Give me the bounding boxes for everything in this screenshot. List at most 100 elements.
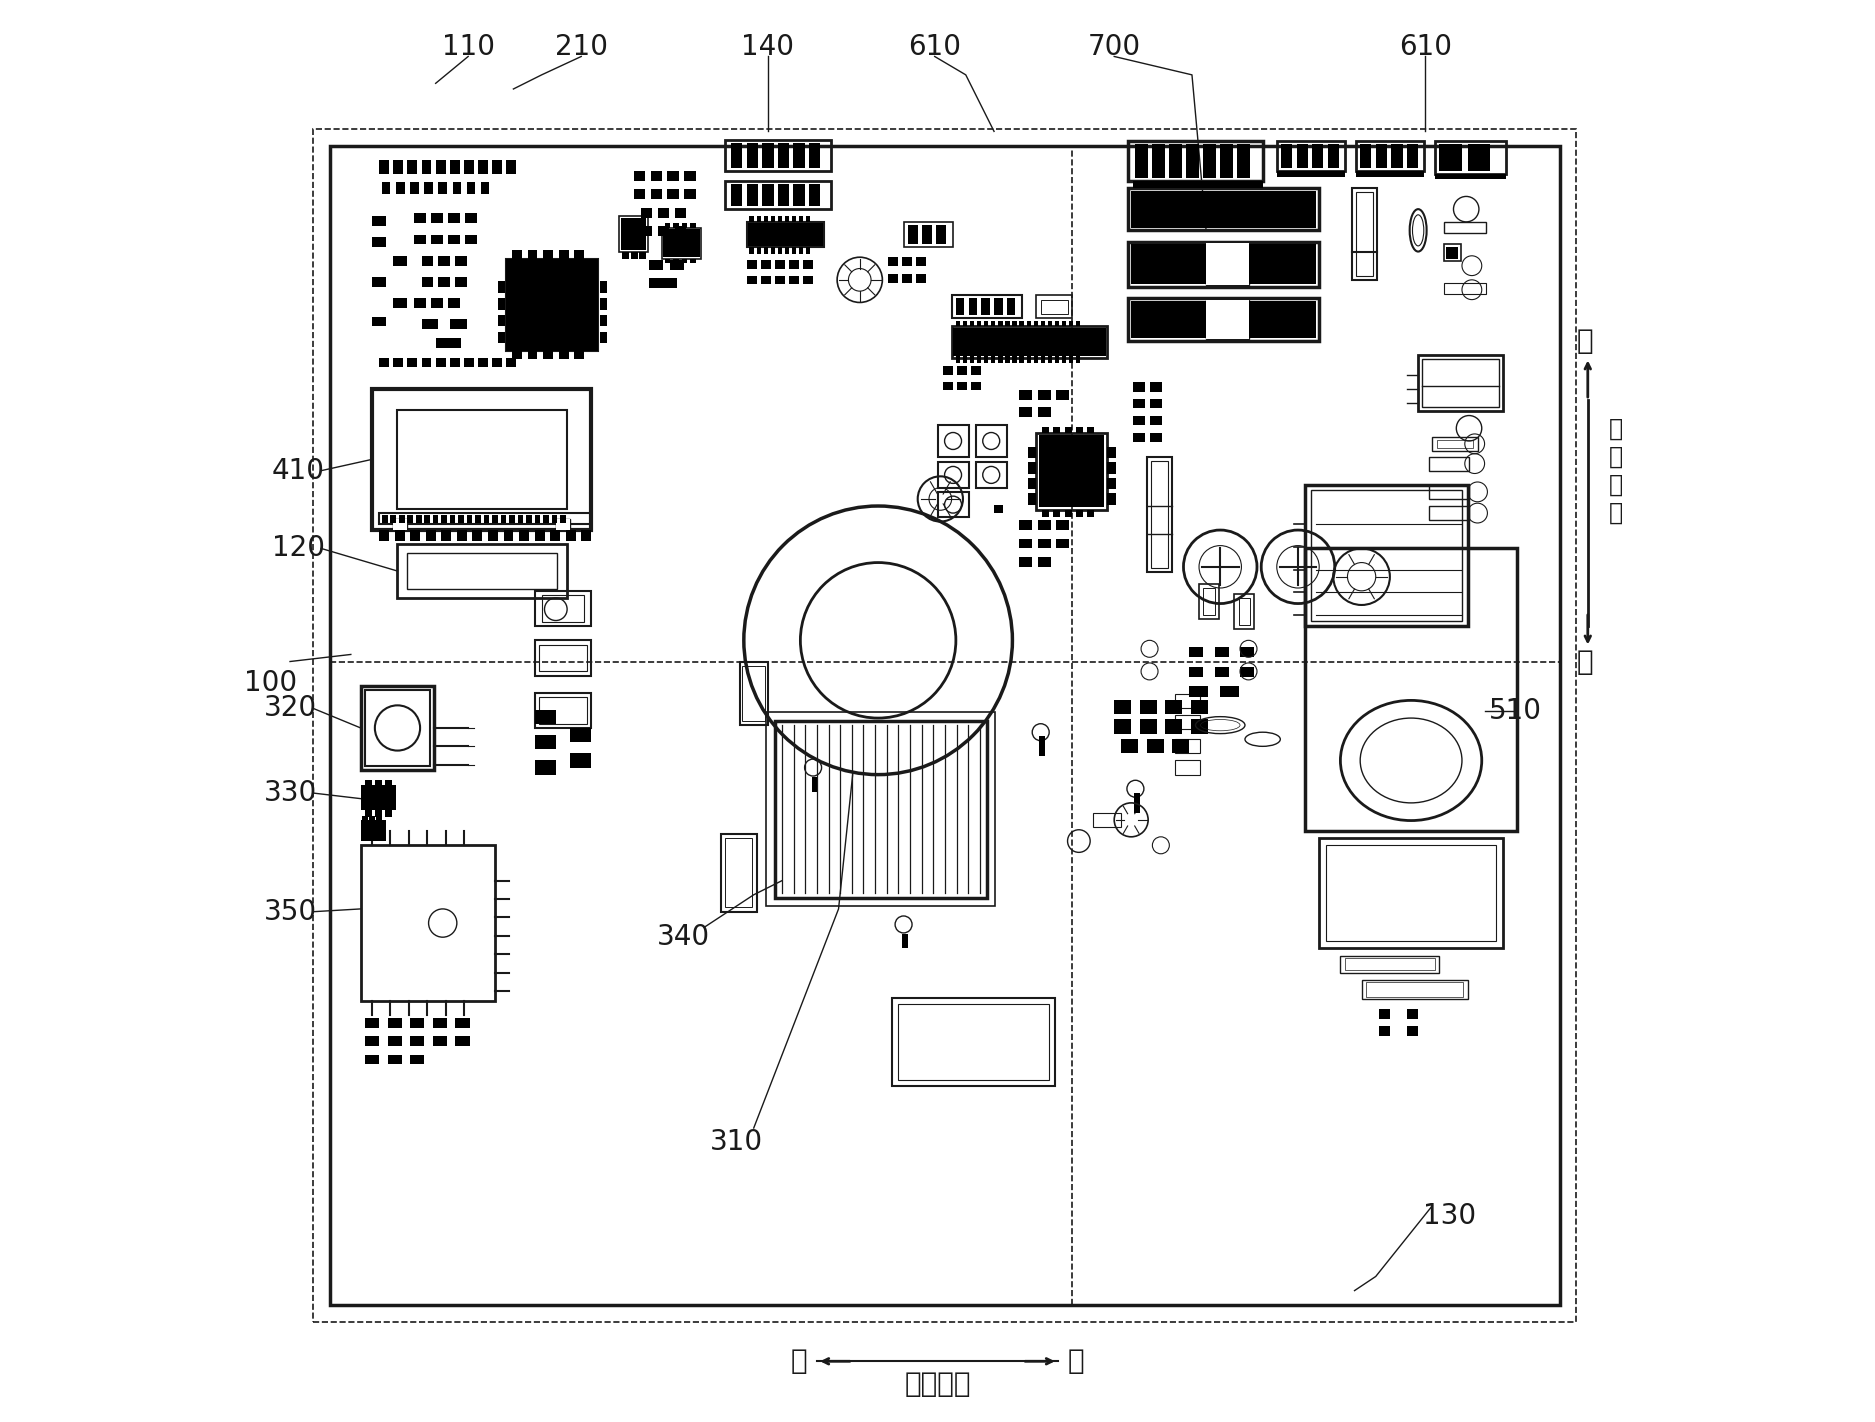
Bar	[1033, 321, 1039, 327]
Bar	[504, 530, 514, 542]
Bar	[746, 276, 756, 284]
Bar	[938, 425, 969, 456]
Bar	[538, 697, 587, 724]
Bar	[1153, 144, 1164, 178]
Text: 410: 410	[272, 456, 324, 485]
Bar	[969, 356, 975, 363]
Bar	[1039, 737, 1044, 757]
Bar	[1131, 245, 1316, 284]
Bar	[1056, 520, 1069, 530]
Bar	[1298, 144, 1309, 168]
Bar	[619, 216, 647, 252]
Bar	[1312, 144, 1324, 168]
Bar	[1164, 720, 1181, 734]
Bar	[981, 299, 990, 316]
Bar	[761, 260, 771, 269]
Bar	[407, 515, 412, 523]
Bar	[499, 333, 504, 344]
Text: 210: 210	[555, 33, 608, 61]
Bar	[774, 260, 786, 269]
Bar	[398, 410, 566, 509]
Bar	[411, 530, 420, 542]
Bar	[975, 425, 1007, 456]
Bar	[812, 778, 818, 792]
Bar	[1020, 520, 1033, 530]
Bar	[377, 816, 382, 822]
Bar	[472, 530, 482, 542]
Text: 向: 向	[1609, 501, 1624, 525]
Bar	[396, 182, 405, 193]
Text: 340: 340	[656, 923, 709, 951]
Bar	[1076, 510, 1084, 518]
Bar	[1444, 222, 1487, 233]
Bar	[984, 321, 988, 327]
Bar	[1446, 247, 1457, 259]
Bar	[1042, 510, 1050, 518]
Bar	[690, 223, 696, 228]
Text: 350: 350	[264, 897, 317, 926]
Bar	[1206, 243, 1249, 286]
Bar	[746, 260, 756, 269]
Bar	[1020, 321, 1024, 327]
Bar	[1039, 520, 1050, 530]
Bar	[634, 171, 645, 181]
Bar	[1088, 427, 1095, 432]
Bar	[435, 159, 446, 173]
Bar	[1076, 427, 1084, 432]
Bar	[570, 728, 591, 742]
Text: 130: 130	[1423, 1202, 1476, 1230]
Bar	[1048, 321, 1052, 327]
Bar	[1356, 192, 1372, 276]
Bar	[774, 276, 786, 284]
Text: 100: 100	[244, 668, 296, 697]
Bar	[1281, 144, 1292, 168]
Bar	[1352, 188, 1376, 280]
Bar	[969, 299, 977, 316]
Bar	[1189, 667, 1204, 677]
Bar	[1436, 439, 1474, 448]
Bar	[411, 1018, 424, 1028]
Bar	[808, 142, 819, 168]
Bar	[1056, 390, 1069, 400]
Bar	[1129, 299, 1320, 341]
Bar	[394, 530, 405, 542]
Bar	[394, 256, 407, 266]
Bar	[366, 690, 429, 766]
Bar	[534, 530, 544, 542]
Bar	[791, 216, 797, 222]
Bar	[360, 820, 386, 840]
Bar	[1026, 321, 1031, 327]
Bar	[793, 142, 804, 168]
Bar	[1026, 356, 1031, 363]
Bar	[390, 515, 396, 523]
Bar	[1033, 356, 1039, 363]
Bar	[1106, 478, 1116, 489]
Bar	[384, 781, 392, 788]
Bar	[1005, 321, 1009, 327]
Bar	[574, 250, 585, 259]
Bar	[1121, 739, 1138, 754]
Bar	[1069, 356, 1072, 363]
Bar	[649, 260, 664, 270]
Bar	[789, 260, 799, 269]
Bar	[943, 365, 952, 374]
Bar	[452, 182, 461, 193]
Bar	[566, 530, 576, 542]
Bar	[1114, 720, 1131, 734]
Bar	[512, 250, 521, 259]
Bar	[366, 1037, 379, 1047]
Bar	[1344, 958, 1434, 970]
Bar	[379, 159, 388, 173]
Bar	[1176, 694, 1200, 708]
Bar	[1028, 478, 1037, 489]
Text: 长度方向: 长度方向	[904, 1369, 971, 1398]
Bar	[433, 1018, 446, 1028]
Bar	[992, 321, 996, 327]
Bar	[441, 515, 446, 523]
Bar	[478, 159, 488, 173]
Bar	[806, 216, 810, 222]
Bar	[902, 274, 911, 283]
Bar	[360, 685, 435, 771]
Bar	[889, 257, 898, 266]
Bar	[977, 321, 981, 327]
